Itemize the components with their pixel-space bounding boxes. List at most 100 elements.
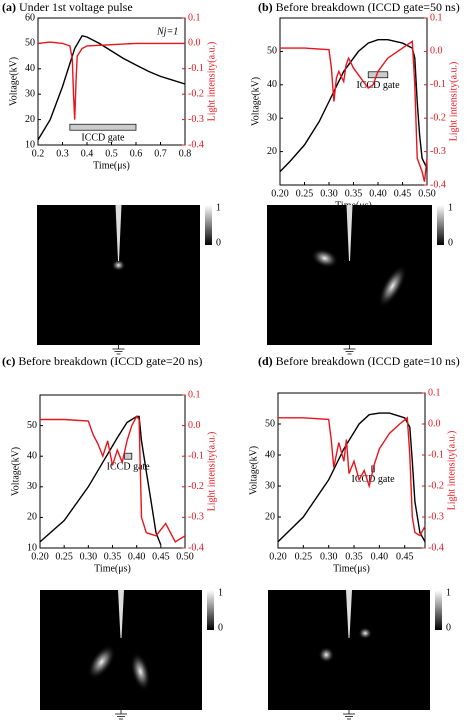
y2-axis-label: Light intensity(a.u.) [448,62,459,142]
plot-frame [277,392,426,549]
x-tick-label: 0.40 [369,188,387,199]
x-tick-label: 0.20 [31,551,49,562]
needle-electrode [346,205,353,261]
colorbar-label: 0 [216,237,221,248]
colorbar-label: 0 [218,622,223,633]
y2-tick-label: -0.4 [428,542,444,553]
x-tick-label: 0.20 [271,188,289,199]
series-line [40,415,186,543]
x-tick-label: 0.30 [320,188,338,199]
title-text: Before breakdown (ICCD gate=50 ns) [276,0,460,14]
y-tick-label: 30 [265,480,275,491]
y-tick-label: 30 [25,88,35,99]
series-line [39,415,162,546]
y2-tick-label: -0.3 [188,512,204,523]
panel-letter: (d) [258,354,273,368]
y2-axis-label: Light intensity(a.u.) [206,42,217,122]
x-tick-label: 0.50 [176,551,194,562]
y-axis-label: Voltage(kV) [248,446,259,495]
y2-tick-label: 0.0 [430,46,443,57]
x-tick-label: 0.2 [32,148,45,159]
needle-electrode [346,590,352,638]
y2-tick-label: 0.0 [188,420,201,431]
title-text: Before breakdown (ICCD gate=10 ns) [276,354,460,368]
y-tick-label: 50 [27,420,37,431]
series-line [37,41,185,120]
x-tick-label: 0.8 [179,148,192,159]
gate-label: ICCD gate [107,461,151,472]
series-line [277,412,426,543]
needle-electrode [115,205,122,261]
panel-letter: (c) [2,354,15,368]
y-axis-label: Voltage(kV) [250,77,261,126]
y-axis-label: Voltage(kV) [8,57,19,106]
x-tick-label: 0.30 [320,551,338,562]
y-axis-label: Voltage(kV) [10,447,21,496]
colorbar [205,205,212,245]
y2-tick-label: -0.2 [428,480,444,491]
colorbar-label: 0 [446,622,451,633]
colorbar [437,205,444,245]
discharge-glow [318,646,335,663]
x-tick-label: 0.40 [128,551,146,562]
x-tick-label: 0.5 [105,148,118,159]
y-tick-label: 20 [267,146,277,157]
iccd-gate [69,123,137,131]
y-tick-label: 10 [27,542,37,553]
y2-axis-label: Light intensity(a.u.) [446,431,457,511]
gate-label: ICCD gate [81,133,125,144]
needle-electrode [118,590,124,638]
y-tick-label: 30 [267,112,277,123]
y2-tick-label: -0.3 [428,511,444,522]
gate-label: ICCD gate [356,80,400,91]
y2-tick-label: -0.1 [430,79,446,90]
panel-letter: (a) [2,0,16,14]
y-tick-label: 50 [25,38,35,49]
x-tick-label: 0.3 [56,148,69,159]
ground-symbol [112,345,125,355]
panel-title: (a) Under 1st voltage pulse [2,0,133,14]
discharge-glow [358,627,373,640]
y2-tick-label: -0.1 [428,449,444,460]
y-tick-label: 50 [265,418,275,429]
series-line [280,40,428,182]
y2-tick-label: -0.4 [188,139,204,150]
y2-tick-label: -0.1 [188,63,204,74]
plot-frame [279,17,428,186]
y-tick-label: 20 [265,511,275,522]
x-tick-label: 0.7 [154,148,167,159]
discharge-glow [311,248,339,268]
title-text: Before breakdown (ICCD gate=20 ns) [18,354,202,368]
y2-tick-label: -0.2 [188,481,204,492]
x-tick-label: 0.25 [55,551,73,562]
y2-tick-label: -0.2 [188,88,204,99]
x-tick-label: 0.4 [81,148,94,159]
y-tick-label: 60 [25,12,35,23]
panel-title: (b) Before breakdown (ICCD gate=50 ns) [258,0,460,14]
ground-symbol [343,710,355,720]
panel-title: (c) Before breakdown (ICCD gate=20 ns) [2,354,202,368]
colorbar-label: 0 [448,237,453,248]
colorbar [435,590,442,630]
panel-title: (d) Before breakdown (ICCD gate=10 ns) [258,354,460,368]
x-tick-label: 0.25 [296,188,314,199]
annotation: Nj=1 [156,26,178,37]
x-tick-label: 0.25 [295,551,313,562]
colorbar-label: 1 [218,587,223,598]
y-tick-label: 40 [25,63,35,74]
discharge-glow [378,264,407,308]
discharge-glow [87,644,116,680]
x-axis-label: Time(μs) [94,563,131,574]
panel-letter: (b) [258,0,273,14]
y2-tick-label: 0.1 [428,387,441,398]
x-tick-label: 0.50 [418,188,436,199]
iccd-gate [124,452,133,460]
y-tick-label: 50 [267,46,277,57]
x-tick-label: 0.40 [371,551,389,562]
ground-symbol [343,345,356,355]
y2-tick-label: -0.3 [430,146,446,157]
ground-symbol [115,710,127,720]
colorbar-label: 1 [448,202,453,213]
y-tick-label: 40 [265,449,275,460]
